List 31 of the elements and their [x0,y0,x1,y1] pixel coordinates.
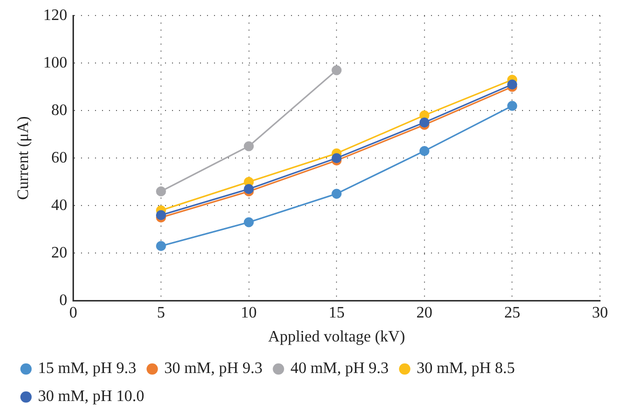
point [244,184,254,194]
x-tick-label: 25 [504,304,520,322]
x-tick-label: 5 [157,304,165,322]
x-tick-label: 10 [240,304,257,322]
y-tick-label: 120 [43,6,68,24]
point [244,141,254,152]
y-axis-title: Current (μA) [14,116,32,200]
point [419,146,430,156]
y-tick-label: 60 [51,149,68,166]
y-tick-label: 100 [43,54,68,72]
y-tick-label: 40 [51,196,68,214]
legend-label: 30 mM, pH 8.5 [416,360,515,378]
legend-label: 40 mM, pH 9.3 [290,360,389,378]
legend-label: 30 mM, pH 10.0 [38,388,144,406]
y-tick-label: 80 [51,102,68,119]
point [244,217,254,228]
y-tick-label: 20 [51,244,68,262]
point [156,186,166,196]
point [419,117,430,128]
point [507,79,518,90]
point [332,188,342,199]
x-tick-label: 30 [592,304,608,322]
legend-label: 30 mM, pH 9.3 [164,360,262,378]
point [507,100,518,111]
x-axis-title: Applied voltage (kV) [268,328,406,346]
x-tick-label: 20 [416,304,432,322]
y-tick-label: 0 [59,292,68,309]
point [332,65,342,76]
x-tick-label: 15 [328,304,345,322]
point [156,240,166,251]
legend-label: 15 mM, pH 9.3 [38,360,136,378]
